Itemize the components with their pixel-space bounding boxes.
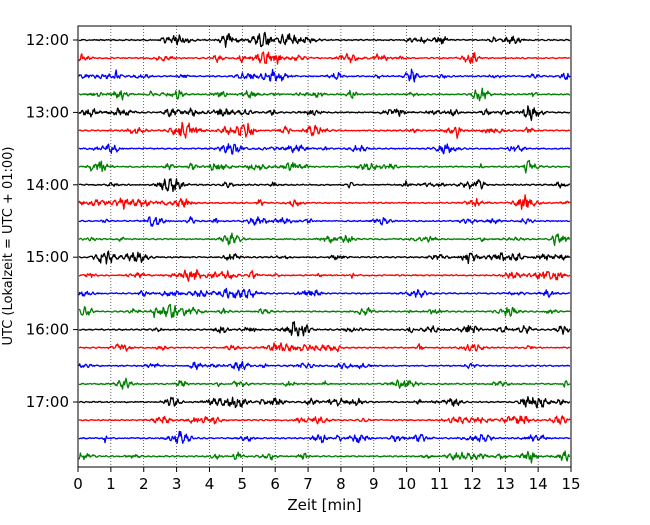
trace-line bbox=[78, 121, 571, 139]
trace-line bbox=[78, 31, 571, 48]
trace-line bbox=[78, 216, 571, 227]
x-tick-label: 3 bbox=[172, 475, 182, 493]
y-tick-label: 16:00 bbox=[26, 321, 69, 339]
x-axis-ticks: 0 1 2 3 4 5 6 7 8 9 10 11 12 13 14 15 bbox=[73, 467, 581, 493]
y-axis-ticks: 12:00 13:00 14:00 15:00 16:00 17:00 bbox=[26, 31, 78, 411]
x-tick-label: 7 bbox=[303, 475, 313, 493]
trace-line bbox=[78, 321, 571, 337]
trace-line bbox=[78, 159, 571, 174]
trace-line bbox=[78, 143, 571, 155]
x-tick-label: 6 bbox=[270, 475, 280, 493]
trace-line bbox=[78, 269, 571, 282]
trace-line bbox=[78, 360, 571, 372]
x-tick-label: 0 bbox=[73, 475, 83, 493]
y-axis-label: UTC (Lokalzeit = UTC + 01:00) bbox=[1, 147, 16, 346]
seismic-traces bbox=[78, 31, 571, 464]
x-tick-label: 8 bbox=[336, 475, 346, 493]
trace-line bbox=[78, 178, 571, 193]
x-axis-label: Zeit [min] bbox=[287, 496, 361, 514]
x-tick-label: 12 bbox=[463, 475, 482, 493]
trace-line bbox=[78, 450, 571, 464]
y-tick-label: 13:00 bbox=[26, 103, 69, 121]
y-tick-label: 12:00 bbox=[26, 31, 69, 49]
y-tick-label: 17:00 bbox=[26, 393, 69, 411]
trace-line bbox=[78, 396, 571, 409]
x-tick-label: 4 bbox=[205, 475, 215, 493]
x-tick-label: 5 bbox=[238, 475, 248, 493]
trace-line bbox=[78, 430, 571, 444]
x-tick-label: 13 bbox=[496, 475, 515, 493]
plot-frame bbox=[77, 25, 572, 468]
trace-line bbox=[78, 68, 571, 83]
x-tick-label: 14 bbox=[529, 475, 548, 493]
trace-line bbox=[78, 377, 571, 390]
plot-area bbox=[78, 26, 571, 467]
y-tick-label: 15:00 bbox=[26, 248, 69, 266]
trace-line bbox=[78, 87, 571, 102]
trace-line bbox=[78, 250, 571, 265]
trace-line bbox=[78, 232, 571, 247]
trace-line bbox=[78, 415, 571, 425]
y-tick-label: 14:00 bbox=[26, 176, 69, 194]
x-tick-label: 9 bbox=[369, 475, 379, 493]
trace-line bbox=[78, 105, 571, 122]
trace-line bbox=[78, 287, 571, 299]
trace-line bbox=[78, 51, 571, 65]
trace-line bbox=[78, 303, 571, 319]
x-tick-label: 15 bbox=[561, 475, 580, 493]
trace-line bbox=[78, 342, 571, 353]
x-tick-label: 11 bbox=[430, 475, 449, 493]
x-tick-label: 2 bbox=[139, 475, 149, 493]
x-tick-label: 10 bbox=[397, 475, 416, 493]
trace-line bbox=[78, 194, 571, 210]
x-tick-label: 1 bbox=[106, 475, 116, 493]
